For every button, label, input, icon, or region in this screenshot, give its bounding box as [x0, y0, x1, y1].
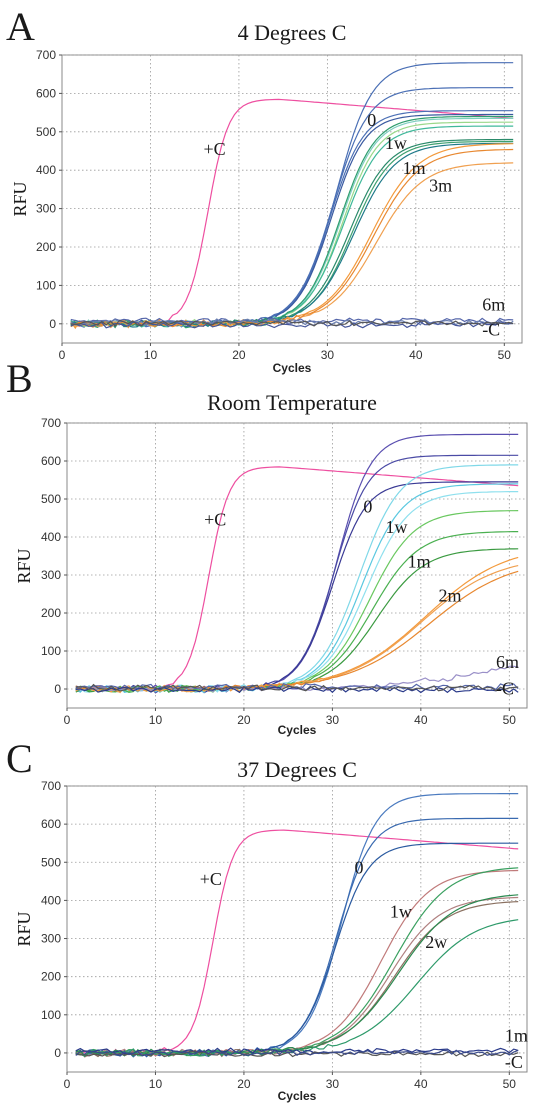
- series-line-C: [70, 319, 514, 327]
- x-tick-label: 40: [414, 713, 428, 727]
- plot-area: 0 10 20 30 40 500100200300400500600700+C01w2w…: [41, 779, 528, 1091]
- curve-annotation: 2w: [425, 932, 447, 952]
- y-tick-label: 0: [49, 317, 56, 331]
- y-tick-label: 500: [41, 855, 61, 869]
- plot-frame: [66, 422, 528, 709]
- curve-annotation: 6m: [496, 652, 519, 672]
- x-tick-label: 10: [144, 348, 158, 362]
- series-line-C: [75, 683, 519, 692]
- series-group: [75, 793, 519, 1058]
- curve-annotation: 6m: [482, 294, 505, 314]
- curve-annotation: -C: [496, 679, 514, 699]
- series-group: [75, 433, 519, 694]
- x-tick-label: 0: [64, 713, 71, 727]
- x-tick-label: 0: [59, 348, 66, 362]
- chart-title: 37 Degrees C: [237, 757, 357, 782]
- plot-area: 0 10 20 30 40 500100200300400500600700+C01w1m…: [41, 416, 528, 727]
- series-line-2m: [75, 565, 519, 694]
- panel-b: B Room Temperature RFU Cycles 0 10 20 30 40 5…: [6, 356, 528, 737]
- series-line-1w: [70, 125, 514, 329]
- x-tick-label: 20: [232, 348, 246, 362]
- x-tick-label: 20: [237, 713, 251, 727]
- x-tick-label: 20: [237, 1077, 251, 1091]
- x-tick-label: 30: [326, 713, 340, 727]
- curve-annotation: -C: [505, 1052, 523, 1072]
- panel-letter: C: [6, 736, 33, 781]
- curve-annotation: 1w: [390, 902, 412, 922]
- x-tick-label: 30: [321, 348, 335, 362]
- curve-annotation: 3m: [429, 175, 452, 195]
- curve-annotation: 1m: [408, 551, 431, 571]
- chart-title: 4 Degrees C: [238, 20, 347, 45]
- x-tick-label: 10: [149, 713, 163, 727]
- y-tick-label: 700: [41, 779, 61, 793]
- x-tick-label: 50: [503, 713, 517, 727]
- y-tick-label: 400: [41, 530, 61, 544]
- curve-annotation: -C: [482, 319, 500, 339]
- y-tick-label: 300: [41, 568, 61, 582]
- y-tick-label: 500: [41, 492, 61, 506]
- x-axis-label: Cycles: [278, 723, 317, 737]
- curve-annotation: 0: [363, 496, 372, 516]
- y-tick-label: 0: [54, 1046, 61, 1060]
- series-line-1m: [75, 1047, 519, 1055]
- plot-area: 0 10 20 30 40 500100200300400500600700+C01w1m…: [36, 48, 523, 362]
- curve-annotation: 1w: [385, 133, 407, 153]
- curve-annotation: +C: [204, 139, 226, 159]
- curve-annotation: 1m: [403, 158, 426, 178]
- panel-letter: B: [6, 356, 33, 401]
- y-tick-label: 300: [41, 932, 61, 946]
- x-tick-label: 50: [503, 1077, 517, 1091]
- plot-frame: [66, 785, 528, 1073]
- series-line-C: [75, 1049, 519, 1057]
- curve-annotation: 1m: [505, 1025, 528, 1045]
- y-tick-label: 100: [41, 1008, 61, 1022]
- x-tick-label: 10: [149, 1077, 163, 1091]
- y-tick-label: 200: [41, 606, 61, 620]
- curve-annotation: +C: [204, 510, 226, 530]
- y-tick-label: 200: [41, 970, 61, 984]
- y-tick-label: 700: [41, 416, 61, 430]
- x-axis-label: Cycles: [278, 1089, 317, 1103]
- y-axis-label: RFU: [14, 548, 34, 583]
- y-tick-label: 600: [41, 454, 61, 468]
- x-tick-label: 40: [409, 348, 423, 362]
- panel-c: C 37 Degrees C RFU Cycles 0 10 20 30 40 50010…: [6, 736, 528, 1103]
- panel-a: A 4 Degrees C RFU Cycles 0 10 20 30 40 500100…: [6, 4, 523, 375]
- series-line-6m: [75, 665, 519, 693]
- y-tick-label: 0: [54, 682, 61, 696]
- panel-letter: A: [6, 4, 35, 49]
- curve-annotation: 1w: [385, 517, 407, 537]
- x-tick-label: 0: [64, 1077, 71, 1091]
- curve-annotation: 0: [355, 858, 364, 878]
- x-tick-label: 50: [498, 348, 512, 362]
- x-tick-label: 30: [326, 1077, 340, 1091]
- y-tick-label: 100: [36, 278, 56, 292]
- y-tick-label: 400: [41, 893, 61, 907]
- series-line-C: [75, 1050, 519, 1058]
- y-tick-label: 300: [36, 202, 56, 216]
- x-tick-label: 40: [414, 1077, 428, 1091]
- curve-annotation: 2m: [439, 586, 462, 606]
- chart-title: Room Temperature: [207, 390, 377, 415]
- y-tick-label: 600: [36, 86, 56, 100]
- curve-annotation: 0: [367, 110, 376, 130]
- y-tick-label: 200: [36, 240, 56, 254]
- series-line-C: [75, 685, 519, 694]
- y-tick-label: 700: [36, 48, 56, 62]
- y-tick-label: 500: [36, 125, 56, 139]
- plot-frame: [61, 54, 523, 344]
- x-axis-label: Cycles: [273, 361, 312, 375]
- y-axis-label: RFU: [14, 911, 34, 946]
- y-tick-label: 100: [41, 644, 61, 658]
- curve-annotation: +C: [200, 869, 222, 889]
- y-axis-label: RFU: [10, 181, 30, 216]
- y-tick-label: 400: [36, 163, 56, 177]
- series-group: [70, 62, 514, 330]
- y-tick-label: 600: [41, 817, 61, 831]
